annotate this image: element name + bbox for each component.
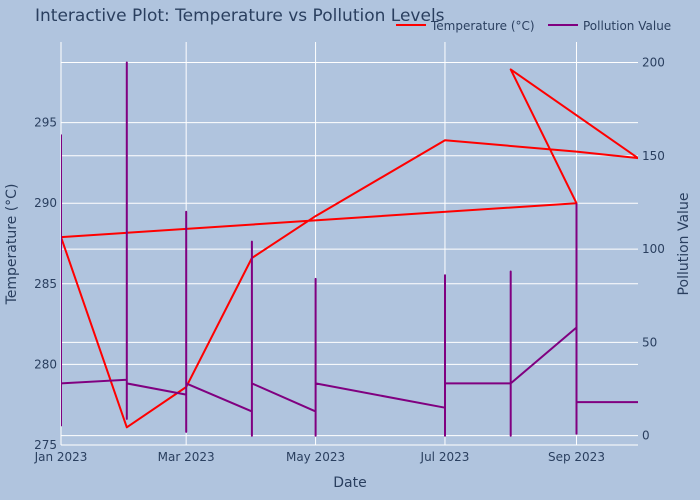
pollution-point[interactable] [635, 399, 641, 405]
pollution-point[interactable] [58, 380, 64, 386]
y-left-tick-label: 280 [34, 357, 57, 371]
y-left-tick-label: 290 [34, 196, 57, 210]
chart-title: Interactive Plot: Temperature vs Polluti… [35, 6, 445, 26]
pollution-point[interactable] [58, 423, 64, 429]
x-tick-label: May 2023 [286, 450, 345, 464]
pollution-point[interactable] [574, 399, 580, 405]
pollution-point[interactable] [313, 433, 319, 439]
pollution-point[interactable] [124, 380, 130, 386]
y-right-tick-label: 50 [642, 335, 657, 349]
pollution-point[interactable] [313, 408, 319, 414]
pollution-point[interactable] [574, 325, 580, 331]
y-left-tick-label: 295 [34, 116, 57, 130]
pollution-point[interactable] [183, 380, 189, 386]
axes: Jan 2023 Mar 2023 May 2023 Jul 2023 Sep 2023… [34, 56, 665, 464]
y-right-tick-label: 200 [642, 56, 665, 70]
legend[interactable]: Temperature (°C) Pollution Value [396, 19, 671, 33]
y-axis-left-title: Temperature (°C) [4, 184, 20, 306]
legend-item-pollution[interactable]: Pollution Value [548, 19, 671, 33]
pollution-point[interactable] [313, 380, 319, 386]
pollution-point[interactable] [249, 380, 255, 386]
y-axis-right-title: Pollution Value [676, 193, 692, 296]
pollution-point[interactable] [442, 433, 448, 439]
pollution-point[interactable] [249, 408, 255, 414]
series-line-pollution[interactable] [61, 61, 638, 437]
x-axis-title: Date [333, 475, 366, 491]
pollution-point[interactable] [124, 416, 130, 422]
x-tick-label: Mar 2023 [158, 450, 215, 464]
pollution-point[interactable] [508, 269, 514, 275]
legend-label: Pollution Value [583, 19, 671, 33]
pollution-point[interactable] [183, 429, 189, 435]
pollution-point[interactable] [574, 431, 580, 437]
pollution-point[interactable] [574, 201, 580, 207]
legend-label: Temperature (°C) [430, 19, 535, 33]
y-right-tick-label: 100 [642, 242, 665, 256]
pollution-point[interactable] [58, 132, 64, 138]
temperature-point[interactable] [635, 155, 641, 161]
pollution-point[interactable] [249, 433, 255, 439]
pollution-point[interactable] [508, 380, 514, 386]
y-right-tick-label: 0 [642, 429, 650, 443]
y-left-tick-label: 275 [34, 438, 57, 452]
x-tick-label: Jul 2023 [420, 450, 470, 464]
temperature-point[interactable] [574, 149, 580, 155]
x-tick-label: Sep 2023 [548, 450, 605, 464]
pollution-point[interactable] [574, 380, 580, 386]
temperature-point[interactable] [508, 66, 514, 72]
pollution-point[interactable] [508, 433, 514, 439]
pollution-point[interactable] [124, 60, 130, 66]
plot-area [58, 60, 641, 439]
pollution-point[interactable] [313, 276, 319, 282]
pollution-point[interactable] [442, 380, 448, 386]
y-right-tick-label: 150 [642, 149, 665, 163]
pollution-point[interactable] [183, 209, 189, 215]
temperature-point[interactable] [442, 137, 448, 143]
temperature-point[interactable] [313, 213, 319, 219]
pollution-point[interactable] [183, 392, 189, 398]
pollution-point[interactable] [249, 239, 255, 245]
legend-item-temperature[interactable]: Temperature (°C) [396, 19, 535, 33]
series-line-temperature[interactable] [61, 68, 638, 429]
y-left-tick-label: 285 [34, 277, 57, 291]
x-tick-label: Jan 2023 [34, 450, 88, 464]
temperature-point[interactable] [124, 424, 130, 430]
pollution-point[interactable] [442, 272, 448, 278]
gridlines [60, 42, 638, 446]
pollution-point[interactable] [442, 405, 448, 411]
